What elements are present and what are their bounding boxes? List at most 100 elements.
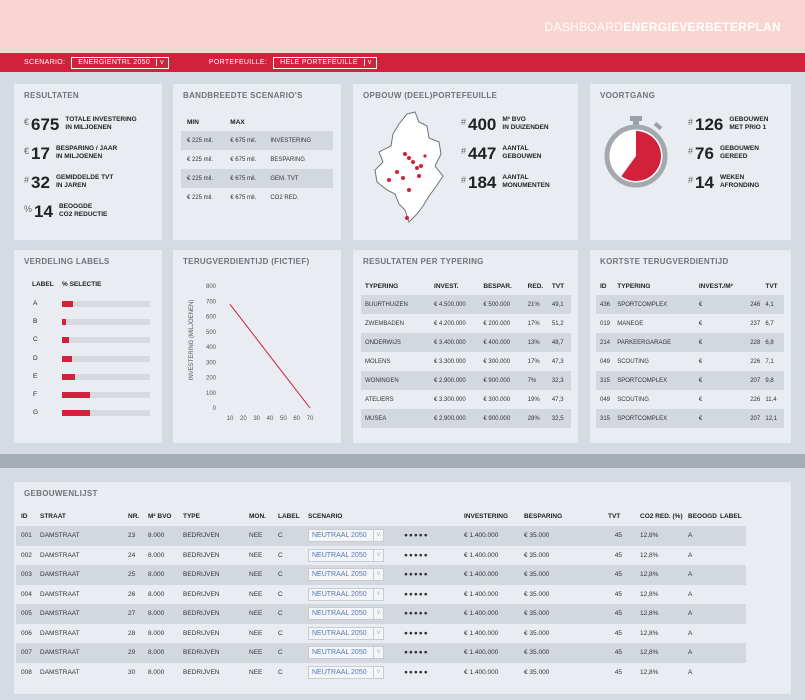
portfolio-map[interactable] xyxy=(369,110,449,225)
table-row[interactable]: 005 DAMSTRAAT 27 8.000 BEDRIJVEN NEE C NEUTRAAL… xyxy=(16,604,746,624)
col-header: TVT xyxy=(551,282,565,290)
cell: 29 xyxy=(128,649,136,657)
scenario-cell: NEUTRAAL 2050 v xyxy=(308,565,404,585)
table-row[interactable]: 004 DAMSTRAAT 26 8.000 BEDRIJVEN NEE C NEUTRAAL… xyxy=(16,585,746,605)
cell: 17% xyxy=(527,358,540,365)
kpi-symbol: # xyxy=(688,175,694,185)
cell: BEDRIJVEN xyxy=(183,649,220,657)
y-tick-label: 500 xyxy=(206,330,217,336)
scenario-dropdown[interactable]: ENERGIENTRL 2050 v xyxy=(71,56,169,69)
cell: BUURTHUIZEN xyxy=(365,301,408,308)
cell: € xyxy=(698,358,703,365)
scenario-select[interactable]: NEUTRAAL 2050 v xyxy=(308,548,384,562)
cell: 8.000 xyxy=(148,571,165,579)
map-marker xyxy=(407,188,411,192)
kpi-symbol: # xyxy=(688,117,694,127)
cell: € 35.000 xyxy=(524,649,550,657)
cell: € 4.200.000 xyxy=(434,320,466,327)
cell: 8.000 xyxy=(148,668,165,676)
cell: € 400.000 xyxy=(483,339,511,346)
status-dots: ●●●●● xyxy=(404,668,429,676)
chevron-down-icon: v xyxy=(373,608,383,620)
table-row: € 225 mil. € 675 mil. BESPARING xyxy=(181,150,333,169)
table-row: € 225 mil. € 675 mil. INVESTERING xyxy=(181,131,333,150)
cell: BEDRIJVEN xyxy=(183,532,220,540)
col-header: % SELECTIE xyxy=(62,281,102,288)
table-row[interactable]: 008 DAMSTRAAT 30 8.000 BEDRIJVEN NEE C NEUTRAAL… xyxy=(16,663,746,683)
kpi-desc: MET PRIO 1 xyxy=(729,124,767,131)
cell: 11,4 xyxy=(765,396,777,403)
cell: SCOUTING xyxy=(617,358,649,365)
cell: € xyxy=(698,377,703,384)
empty-cell xyxy=(720,585,746,605)
cell: DAMSTRAAT xyxy=(40,668,80,676)
cell: 315 xyxy=(600,415,611,422)
bandbreedte-title: BANDBREEDTE SCENARIO'S xyxy=(183,91,303,100)
col-header: LABEL xyxy=(278,512,300,520)
col-header: TYPERING xyxy=(617,282,651,290)
map-outline xyxy=(374,111,444,223)
label-letter: F xyxy=(33,391,37,398)
scenario-select-value: NEUTRAAL 2050 xyxy=(312,649,367,657)
cell: 47,3 xyxy=(551,358,564,365)
cell: A xyxy=(688,668,693,676)
scenario-select[interactable]: NEUTRAAL 2050 v xyxy=(308,587,384,601)
cell: 23 xyxy=(128,532,136,540)
table-row[interactable]: 003 DAMSTRAAT 25 8.000 BEDRIJVEN NEE C NEUTRAAL… xyxy=(16,565,746,585)
scenario-select[interactable]: NEUTRAAL 2050 v xyxy=(308,529,384,543)
table-row[interactable]: 001 DAMSTRAAT 23 8.000 BEDRIJVEN NEE C NEUTRAAL… xyxy=(16,526,746,546)
cell: MUSEA xyxy=(365,415,387,422)
cell: 8.000 xyxy=(148,629,165,637)
cell: C xyxy=(278,629,283,637)
scenario-label: SCENARIO: xyxy=(24,59,66,66)
chevron-down-icon: v xyxy=(373,530,383,542)
cell: C xyxy=(278,571,283,579)
label-letter: E xyxy=(33,372,38,380)
x-tick-label: 40 xyxy=(267,416,274,422)
cell: C xyxy=(278,590,283,598)
kpi-value: 675 xyxy=(31,115,60,134)
cell: NEE xyxy=(249,571,263,579)
cell: € xyxy=(698,320,703,327)
cell: 8.000 xyxy=(148,532,165,540)
cell: NEE xyxy=(249,668,263,676)
table-row: MOLENS € 3.300.000 € 300.000 17% 47,3 xyxy=(361,352,571,371)
empty-cell xyxy=(720,624,746,644)
cell: 45 xyxy=(614,668,622,676)
table-row[interactable]: 007 DAMSTRAAT 29 8.000 BEDRIJVEN NEE C NEUTRAAL… xyxy=(16,643,746,663)
cell: € 35.000 xyxy=(524,590,550,598)
cell: NEE xyxy=(249,629,263,637)
gebouwenlijst-title: GEBOUWENLIJST xyxy=(24,489,98,498)
col-header: STRAAT xyxy=(40,512,66,520)
scenario-select[interactable]: NEUTRAAL 2050 v xyxy=(308,646,384,660)
x-tick-label: 10 xyxy=(227,416,234,422)
portefeuille-dropdown[interactable]: HELE PORTEFEUILLE v xyxy=(273,56,377,69)
scenario-select[interactable]: NEUTRAAL 2050 v xyxy=(308,626,384,640)
terugverdientijd-panel: TERUGVERDIENTIJD (FICTIEF) INVESTERING (… xyxy=(173,250,341,443)
map-marker xyxy=(387,178,391,182)
kpi-symbol: # xyxy=(461,175,467,185)
cell: SCOUTING xyxy=(617,396,649,403)
cell: C xyxy=(278,649,283,657)
table-row: 315 SPORTCOMPLEX €207 12,1 xyxy=(596,409,784,428)
cell: € 225 mil. xyxy=(187,137,214,144)
scenario-select[interactable]: NEUTRAAL 2050 v xyxy=(308,607,384,621)
cell: € 2.900.000 xyxy=(434,377,466,384)
scenario-select[interactable]: NEUTRAAL 2050 v xyxy=(308,665,384,679)
status-dots: ●●●●● xyxy=(404,649,429,657)
progress-wedge xyxy=(621,131,661,181)
table-row[interactable]: 002 DAMSTRAAT 24 8.000 BEDRIJVEN NEE C NEUTRAAL… xyxy=(16,546,746,566)
cell: 45 xyxy=(614,629,622,637)
label-bar-track xyxy=(62,301,150,307)
table-row[interactable]: 006 DAMSTRAAT 28 8.000 BEDRIJVEN NEE C NEUTRAAL… xyxy=(16,624,746,644)
table-row: 214 PARKEERGARAGE €228 6,8 xyxy=(596,333,784,352)
kpi-value: 400 xyxy=(468,115,497,134)
scenario-cell: NEUTRAAL 2050 v xyxy=(308,643,404,663)
scenario-select[interactable]: NEUTRAAL 2050 v xyxy=(308,568,384,582)
cell: € 4.500.000 xyxy=(434,301,466,308)
col-header: RED. xyxy=(527,282,544,290)
kpi-besparing: €17 BESPARING / JAAR IN MILJOENEN xyxy=(24,145,117,162)
header-bar: DASHBOARDENERGIEVERBETERPLAN xyxy=(0,0,805,53)
map-marker xyxy=(395,170,399,174)
stopwatch-button xyxy=(653,121,663,131)
